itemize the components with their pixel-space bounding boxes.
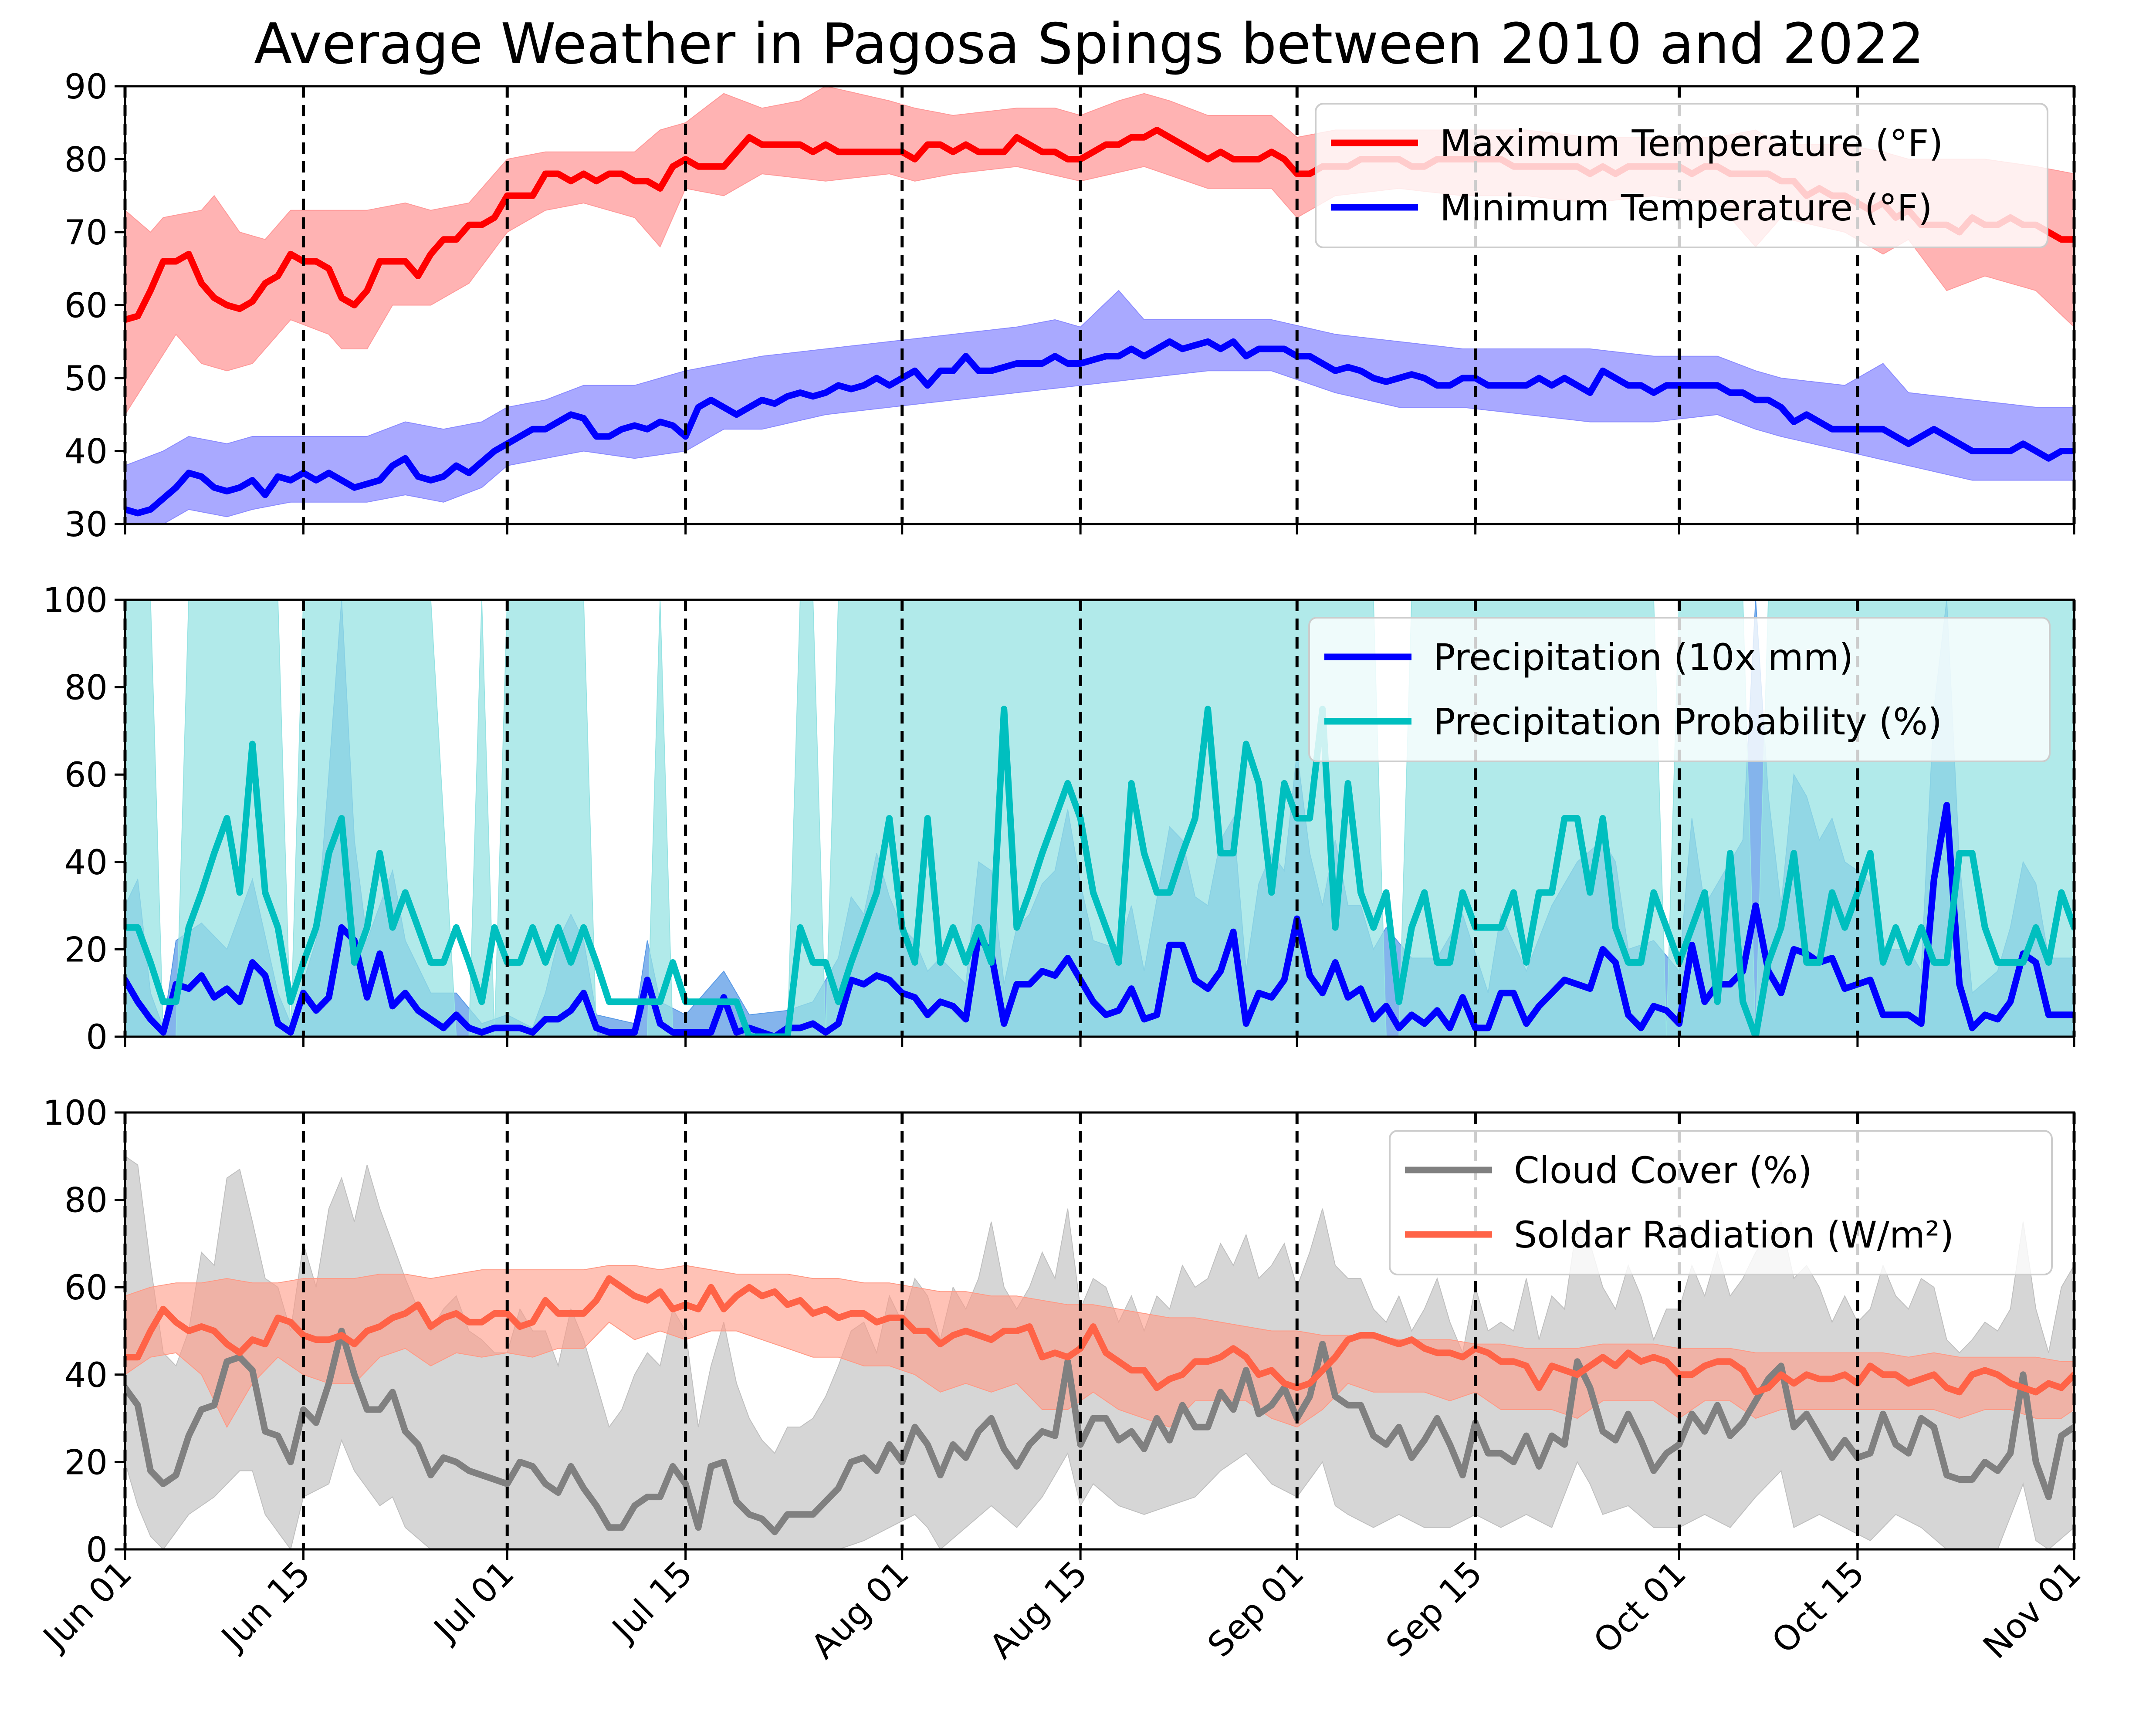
legend-label: Soldar Radiation (W/m²)	[1514, 1214, 1954, 1256]
y-tick-label-0-5: 80	[64, 141, 108, 180]
panel-cloud-solar: 0 20 40 60 80 100 Cloud Cover (%) Soldar Radiat…	[43, 1094, 2076, 1570]
y-tick-label-1-5: 100	[43, 581, 108, 620]
y-tick-label-0-3: 60	[64, 287, 108, 326]
panel-temperature: 30 40 50 60 70 80 90 Maximum Temperature (°F) Mi…	[64, 68, 2076, 544]
y-tick-label-1-2: 40	[64, 843, 108, 882]
y-tick-label-0-6: 90	[64, 68, 108, 107]
temperature-plot-area: 30 40 50 60 70 80 90 Maximum Temperature (°F) Mi…	[64, 68, 2076, 544]
y-tick-label-2-1: 20	[64, 1443, 108, 1482]
legend-box	[1308, 617, 2051, 762]
y-tick-label-1-4: 80	[64, 669, 108, 708]
legend-box	[1315, 103, 2048, 248]
y-tick-label-1-0: 0	[86, 1018, 108, 1057]
y-tick-label-2-3: 60	[64, 1268, 108, 1308]
y-tick-label-0-1: 40	[64, 433, 108, 472]
y-tick-label-2-2: 40	[64, 1356, 108, 1395]
temperature-legend: Maximum Temperature (°F) Minimum Temperat…	[1315, 103, 2048, 248]
series-line-1-1	[125, 706, 2074, 1037]
legend-box	[1389, 1130, 2053, 1275]
y-tick-label-2-0: 0	[86, 1531, 108, 1570]
figure-title: Average Weather in Pagosa Spings between…	[254, 12, 1924, 77]
legend-label: Cloud Cover (%)	[1514, 1149, 1812, 1192]
series-line-2-1	[125, 1275, 2074, 1396]
y-tick-label-0-4: 70	[64, 213, 108, 253]
legend-label: Minimum Temperature (°F)	[1440, 186, 1933, 229]
y-tick-label-1-3: 60	[64, 756, 108, 795]
cloud-solar-legend: Cloud Cover (%) Soldar Radiation (W/m²)	[1389, 1130, 2053, 1275]
precipitation-legend: Precipitation (10x mm) Precipitation Prob…	[1308, 617, 2051, 762]
y-tick-label-0-2: 50	[64, 359, 108, 399]
y-tick-label-2-5: 100	[43, 1094, 108, 1133]
cloud-solar-axes-frame	[124, 1111, 2075, 1551]
cloud-solar-plot-area: 0 20 40 60 80 100 Cloud Cover (%) Soldar Radiat…	[43, 1094, 2076, 1570]
series-line-1-0	[125, 801, 2074, 1037]
y-tick-label-2-4: 80	[64, 1181, 108, 1221]
precipitation-axes-frame	[124, 598, 2075, 1038]
y-tick-label-1-1: 20	[64, 930, 108, 970]
series-line-0-1	[125, 338, 2074, 517]
legend-label: Maximum Temperature (°F)	[1440, 122, 1943, 165]
series-line-2-0	[125, 1328, 2074, 1535]
legend-label: Precipitation Probability (%)	[1433, 700, 1942, 743]
y-tick-label-0-0: 30	[64, 505, 108, 544]
legend-label: Precipitation (10x mm)	[1433, 636, 1853, 679]
band-0-1	[125, 290, 2074, 524]
